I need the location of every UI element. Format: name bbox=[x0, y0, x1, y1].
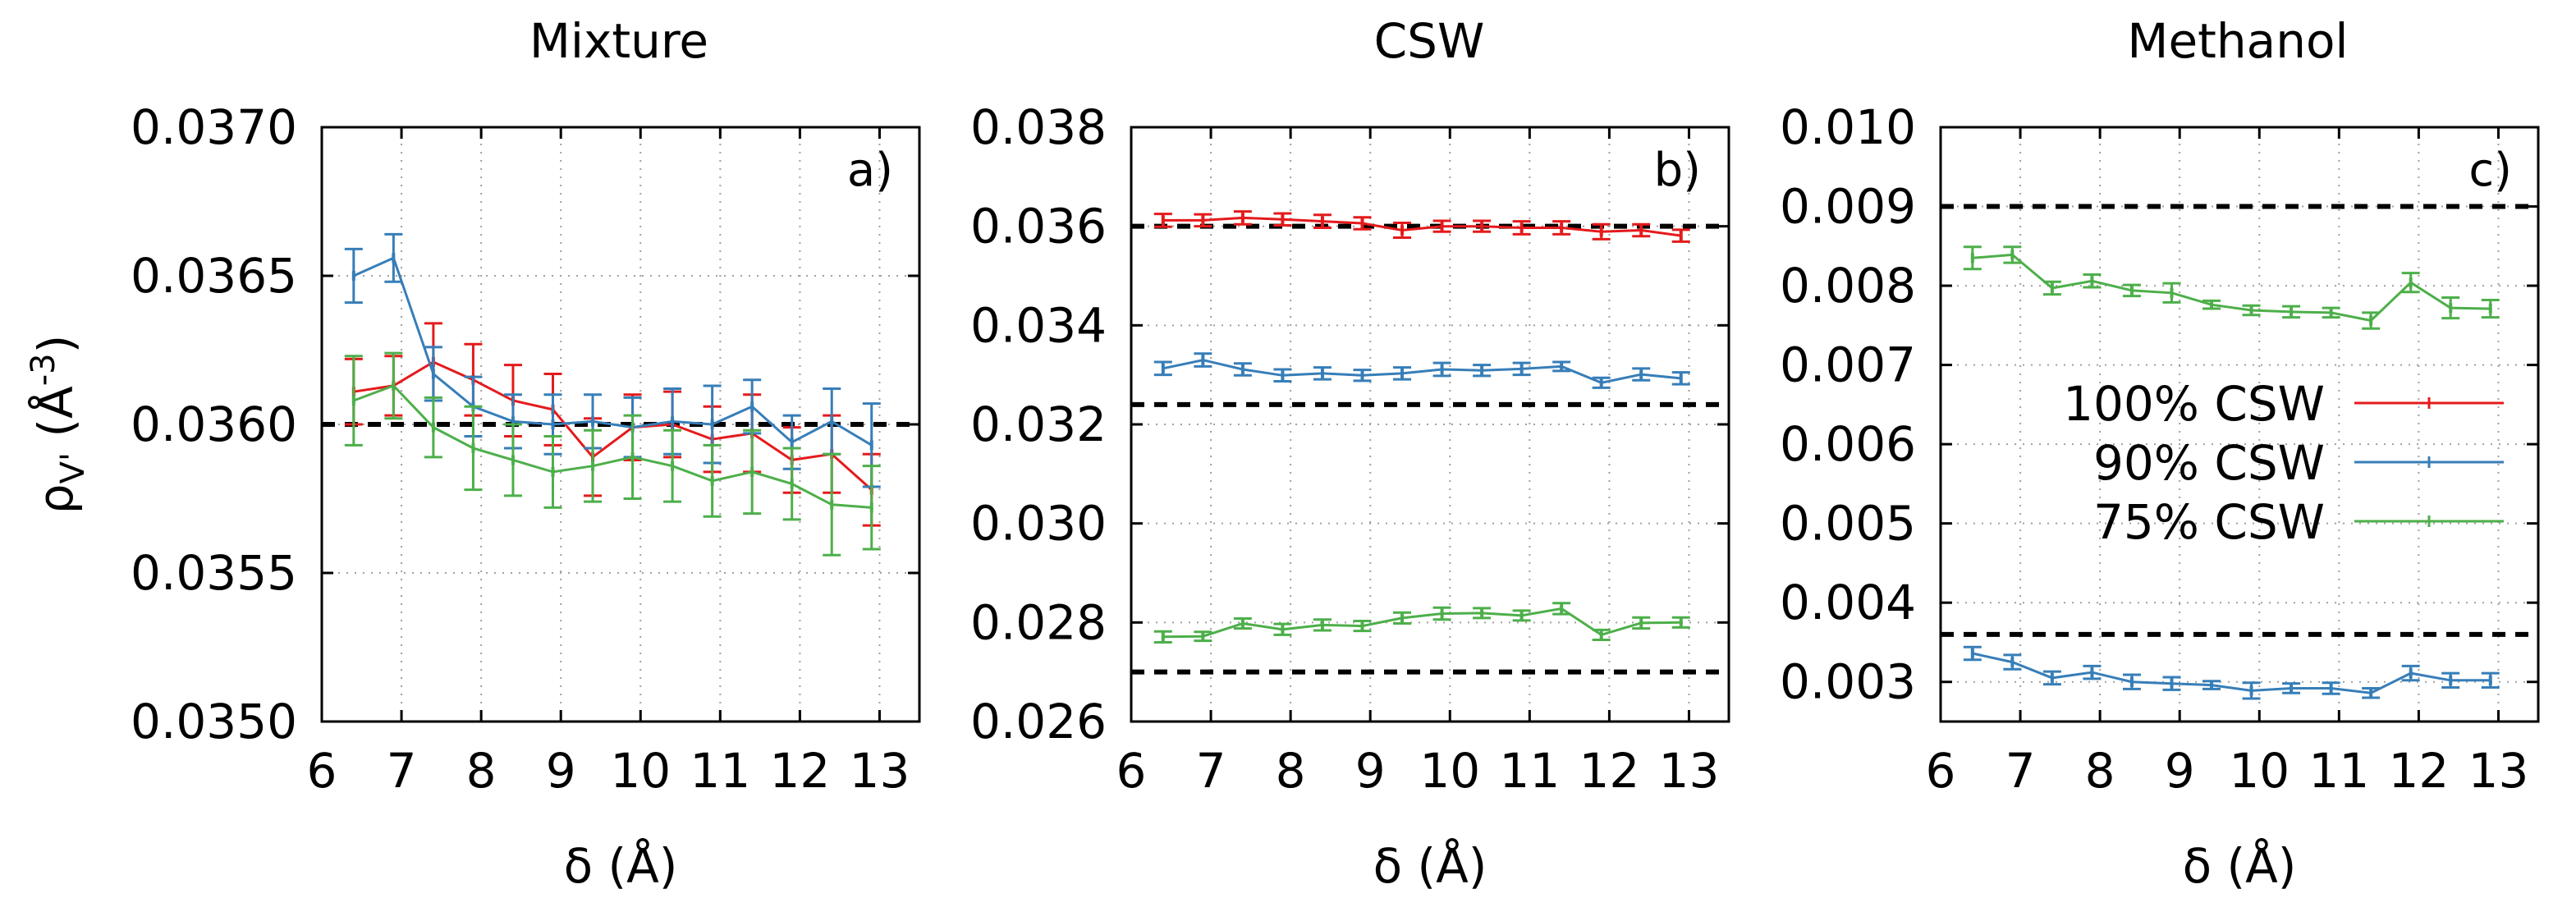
panel-a-xlabel: δ (Å) bbox=[564, 837, 678, 894]
series-line bbox=[1972, 652, 2491, 694]
legend: 100% CSW 90% CSW 75% CSW bbox=[2063, 376, 2504, 550]
x-tick-label: 7 bbox=[387, 743, 417, 799]
x-tick-label: 7 bbox=[2005, 743, 2036, 799]
x-tick-label: 11 bbox=[1499, 743, 1560, 799]
panel-b-grid bbox=[1131, 127, 1729, 722]
x-tick-label: 8 bbox=[1276, 743, 1306, 799]
panel-c-frame bbox=[1939, 126, 2540, 723]
ylabel-subscript: V' bbox=[54, 452, 92, 483]
series-line bbox=[1162, 359, 1681, 384]
legend-entry: 100% CSW bbox=[2063, 376, 2504, 432]
x-tick-label: 9 bbox=[2165, 743, 2195, 799]
panel-b-ticks: 6 7 8 9 10 11 12 13 0.026 0.028 0.030 0.032 0.034 0.0… bbox=[970, 99, 1729, 799]
y-tick-label: 0.036 bbox=[970, 199, 1107, 254]
x-tick-label: 11 bbox=[2308, 743, 2369, 799]
ylabel-unit-close: ) bbox=[28, 335, 84, 354]
x-tick-label: 11 bbox=[690, 743, 750, 799]
panel-a-ylabel: ρV' (Å-3) bbox=[25, 335, 92, 514]
y-tick-label: 0.032 bbox=[970, 396, 1107, 452]
series-line bbox=[353, 256, 873, 447]
panel-b-frame bbox=[1130, 126, 1730, 723]
x-tick-label: 6 bbox=[307, 743, 337, 799]
y-tick-label: 0.0360 bbox=[131, 396, 297, 452]
y-tick-label: 0.0355 bbox=[131, 545, 297, 601]
x-tick-label: 10 bbox=[610, 743, 671, 799]
y-tick-label: 0.009 bbox=[1780, 179, 1916, 235]
y-tick-label: 0.007 bbox=[1780, 337, 1916, 393]
y-tick-label: 0.005 bbox=[1780, 496, 1916, 552]
y-tick-label: 0.0370 bbox=[131, 99, 297, 155]
legend-label: 100% CSW bbox=[2063, 376, 2325, 432]
y-tick-label: 0.030 bbox=[970, 496, 1107, 552]
legend-label: 90% CSW bbox=[2093, 435, 2325, 491]
series-line bbox=[1972, 253, 2491, 323]
panel-c: Methanol 6 7 8 9 10 11 12 13 0.003 0.004 0.005 0.00… bbox=[1780, 13, 2540, 894]
series-line bbox=[1162, 607, 1681, 639]
panel-a-series bbox=[344, 232, 881, 557]
panel-c-series bbox=[1963, 245, 2500, 700]
legend-entry: 75% CSW bbox=[2093, 494, 2504, 550]
ylabel-superscript: -3 bbox=[25, 353, 62, 386]
ylabel-unit-open: (Å bbox=[27, 386, 84, 452]
series-line bbox=[353, 360, 873, 491]
y-tick-label: 0.0365 bbox=[131, 248, 297, 304]
panel-b-title: CSW bbox=[1374, 13, 1485, 69]
x-tick-label: 10 bbox=[1419, 743, 1480, 799]
panel-b-reference-lines bbox=[1131, 223, 1729, 675]
x-tick-label: 8 bbox=[466, 743, 497, 799]
series-line bbox=[353, 384, 872, 509]
y-tick-label: 0.004 bbox=[1780, 575, 1916, 630]
ylabel-symbol: ρ bbox=[28, 483, 84, 514]
series-line bbox=[1162, 216, 1682, 237]
panel-c-tag: c) bbox=[2468, 144, 2512, 197]
y-tick-label: 0.038 bbox=[970, 99, 1107, 155]
x-tick-label: 6 bbox=[1926, 743, 1956, 799]
panel-c-reference-lines bbox=[1941, 204, 2538, 637]
y-tick-label: 0.0350 bbox=[131, 694, 297, 749]
y-tick-label: 0.003 bbox=[1780, 654, 1916, 710]
panel-c-ticks: 6 7 8 9 10 11 12 13 0.003 0.004 0.005 0.006 0.007 0.0… bbox=[1780, 99, 2538, 799]
panel-b-tag: b) bbox=[1654, 144, 1701, 197]
x-tick-label: 12 bbox=[769, 743, 830, 799]
x-tick-label: 13 bbox=[1659, 743, 1720, 799]
x-tick-label: 12 bbox=[1579, 743, 1639, 799]
y-tick-label: 0.026 bbox=[970, 694, 1107, 749]
x-tick-label: 13 bbox=[2468, 743, 2529, 799]
panel-a-title: Mixture bbox=[529, 13, 708, 69]
panel-c-xlabel: δ (Å) bbox=[2183, 837, 2297, 894]
y-tick-label: 0.034 bbox=[970, 297, 1107, 353]
y-tick-label: 0.028 bbox=[970, 594, 1107, 650]
legend-label: 75% CSW bbox=[2093, 494, 2325, 550]
panel-b-series bbox=[1153, 210, 1690, 644]
x-tick-label: 6 bbox=[1116, 743, 1147, 799]
panel-c-title: Methanol bbox=[2127, 13, 2348, 69]
y-tick-label: 0.010 bbox=[1780, 99, 1916, 155]
panel-a: Mixture 6 7 8 9 10 11 12 13 0.0350 0.0355 0.0360 0.… bbox=[25, 13, 921, 894]
x-tick-label: 7 bbox=[1196, 743, 1226, 799]
x-tick-label: 9 bbox=[1355, 743, 1386, 799]
x-tick-label: 8 bbox=[2085, 743, 2115, 799]
x-tick-label: 9 bbox=[546, 743, 576, 799]
y-tick-label: 0.008 bbox=[1780, 258, 1916, 314]
x-tick-label: 10 bbox=[2229, 743, 2290, 799]
x-tick-label: 13 bbox=[850, 743, 910, 799]
panel-b: CSW 6 7 8 9 10 11 12 13 0.026 0.028 0.030 0.032 0.03… bbox=[970, 13, 1730, 894]
x-tick-label: 12 bbox=[2388, 743, 2449, 799]
legend-entry: 90% CSW bbox=[2093, 435, 2504, 491]
panel-a-ticks: 6 7 8 9 10 11 12 13 0.0350 0.0355 0.0360 0.0365 0.03… bbox=[131, 99, 919, 799]
panel-a-tag: a) bbox=[847, 144, 893, 197]
y-tick-label: 0.006 bbox=[1780, 416, 1916, 472]
panel-b-xlabel: δ (Å) bbox=[1373, 837, 1487, 894]
